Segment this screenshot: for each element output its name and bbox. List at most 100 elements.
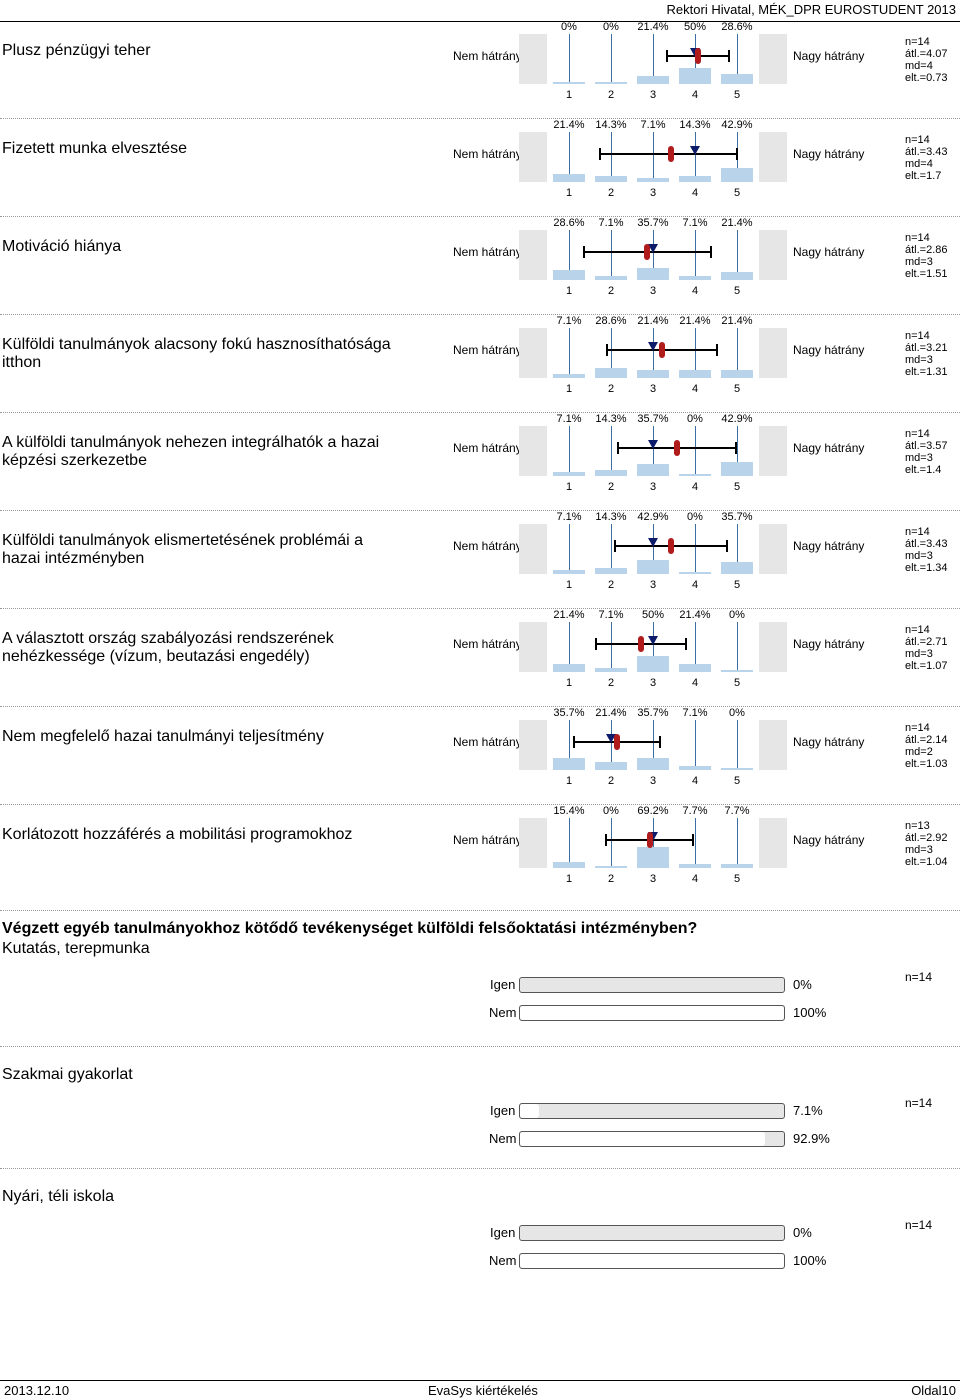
no-bar-fill xyxy=(520,1254,784,1268)
median-marker xyxy=(690,146,700,155)
median-marker xyxy=(648,636,658,645)
distribution-bar xyxy=(679,572,711,574)
distribution-bar xyxy=(721,768,753,770)
category-label: 3 xyxy=(649,89,657,101)
stat-line: átl.=2.86 xyxy=(905,244,948,256)
distribution-bar xyxy=(595,276,627,280)
mean-marker xyxy=(668,146,675,162)
distribution-bar xyxy=(595,568,627,574)
scale-left-label: Nem hátrány xyxy=(453,735,522,749)
category-label: 4 xyxy=(691,187,699,199)
distribution-bar xyxy=(553,82,585,84)
category-gridline xyxy=(695,426,696,476)
category-labels: 1 2 3 4 5 xyxy=(549,285,757,299)
percent-label: 15.4% xyxy=(553,805,585,817)
yesno-divider xyxy=(0,1168,960,1169)
percent-label: 21.4% xyxy=(721,217,753,229)
yesno-title: Szakmai gyakorlat xyxy=(2,1066,133,1083)
category-gridline xyxy=(611,720,612,770)
scale-left-label: Nem hátrány xyxy=(453,539,522,553)
distribution-bar xyxy=(595,82,627,84)
category-gridline xyxy=(695,622,696,672)
category-label: 3 xyxy=(649,579,657,591)
category-label: 5 xyxy=(733,775,741,787)
scale-left-label: Nem hátrány xyxy=(453,441,522,455)
category-gridline xyxy=(611,426,612,476)
scale-right-label: Nagy hátrány xyxy=(793,539,865,553)
percent-label: 21.4% xyxy=(637,315,669,327)
percent-label: 21.4% xyxy=(637,21,669,33)
category-label: 2 xyxy=(607,89,615,101)
mean-marker xyxy=(668,538,675,554)
percent-label: 7.1% xyxy=(556,511,582,523)
yes-bar xyxy=(519,1103,785,1119)
yes-label: Igen xyxy=(490,977,516,992)
scale-right-pad xyxy=(759,132,787,182)
distribution-bar xyxy=(637,178,669,182)
percent-label: 0% xyxy=(729,707,745,719)
category-label: 1 xyxy=(565,187,573,199)
yes-percent: 0% xyxy=(793,1225,812,1240)
category-gridline xyxy=(653,230,654,280)
scale-right-pad xyxy=(759,34,787,84)
section-title: Végzett egyéb tanulmányokhoz kötődő tevé… xyxy=(2,920,698,937)
footer-page: Oldal10 xyxy=(911,1383,956,1398)
percent-label: 7.1% xyxy=(682,217,708,229)
scale-left-pad xyxy=(519,230,547,280)
category-gridline xyxy=(611,328,612,378)
category-gridline xyxy=(653,328,654,378)
mean-marker xyxy=(644,244,651,260)
percent-label: 50% xyxy=(683,21,707,33)
yesno-n: n=14 xyxy=(905,1218,933,1232)
distribution-bar xyxy=(679,68,711,84)
distribution-bar xyxy=(679,864,711,868)
category-label: 4 xyxy=(691,873,699,885)
percent-label: 21.4% xyxy=(679,315,711,327)
report-header: Rektori Hivatal, MÉK_DPR EUROSTUDENT 201… xyxy=(666,2,956,17)
no-percent: 92.9% xyxy=(793,1131,830,1146)
stat-line: md=3 xyxy=(905,648,933,660)
stat-line: elt.=1.7 xyxy=(905,170,942,182)
distribution-bar xyxy=(595,866,627,868)
category-labels: 1 2 3 4 5 xyxy=(549,775,757,789)
no-bar-fill xyxy=(520,1006,784,1020)
stat-line: n=14 xyxy=(905,624,930,636)
stat-line: md=4 xyxy=(905,60,933,72)
distribution-bar xyxy=(553,570,585,574)
scale-right-pad xyxy=(759,720,787,770)
category-labels: 1 2 3 4 5 xyxy=(549,677,757,691)
row-divider xyxy=(0,706,960,707)
category-label: 1 xyxy=(565,89,573,101)
category-label: 1 xyxy=(565,579,573,591)
yesno-divider xyxy=(0,1046,960,1047)
category-gridline xyxy=(653,818,654,868)
scale-right-pad xyxy=(759,426,787,476)
percent-labels: 7.1% 28.6% 21.4% 21.4% 21.4% xyxy=(549,315,757,329)
category-gridline xyxy=(653,720,654,770)
yes-bar xyxy=(519,977,785,993)
category-gridline xyxy=(695,524,696,574)
stat-line: elt.=1.04 xyxy=(905,856,948,868)
distribution-bar xyxy=(637,656,669,672)
category-gridline xyxy=(695,720,696,770)
stat-line: átl.=3.21 xyxy=(905,342,948,354)
question-row: Nem megfelelő hazai tanulmányi teljesítm… xyxy=(0,706,960,810)
stat-line: md=2 xyxy=(905,746,933,758)
category-label: 3 xyxy=(649,187,657,199)
category-label: 5 xyxy=(733,285,741,297)
percent-label: 50% xyxy=(641,609,665,621)
distribution-bar xyxy=(637,268,669,280)
distribution-bar xyxy=(637,464,669,476)
footer-center: EvaSys kiértékelés xyxy=(428,1383,538,1398)
percent-label: 14.3% xyxy=(595,511,627,523)
yes-bar-fill xyxy=(520,1104,539,1118)
percent-labels: 0% 0% 21.4% 50% 28.6% xyxy=(549,21,757,35)
distribution-bar xyxy=(553,664,585,672)
distribution-bar xyxy=(721,670,753,672)
stat-line: átl.=2.71 xyxy=(905,636,948,648)
std-dev-tick-low xyxy=(594,638,597,650)
scale-left-pad xyxy=(519,818,547,868)
category-gridline xyxy=(737,524,738,574)
percent-label: 69.2% xyxy=(637,805,669,817)
category-gridline xyxy=(737,426,738,476)
